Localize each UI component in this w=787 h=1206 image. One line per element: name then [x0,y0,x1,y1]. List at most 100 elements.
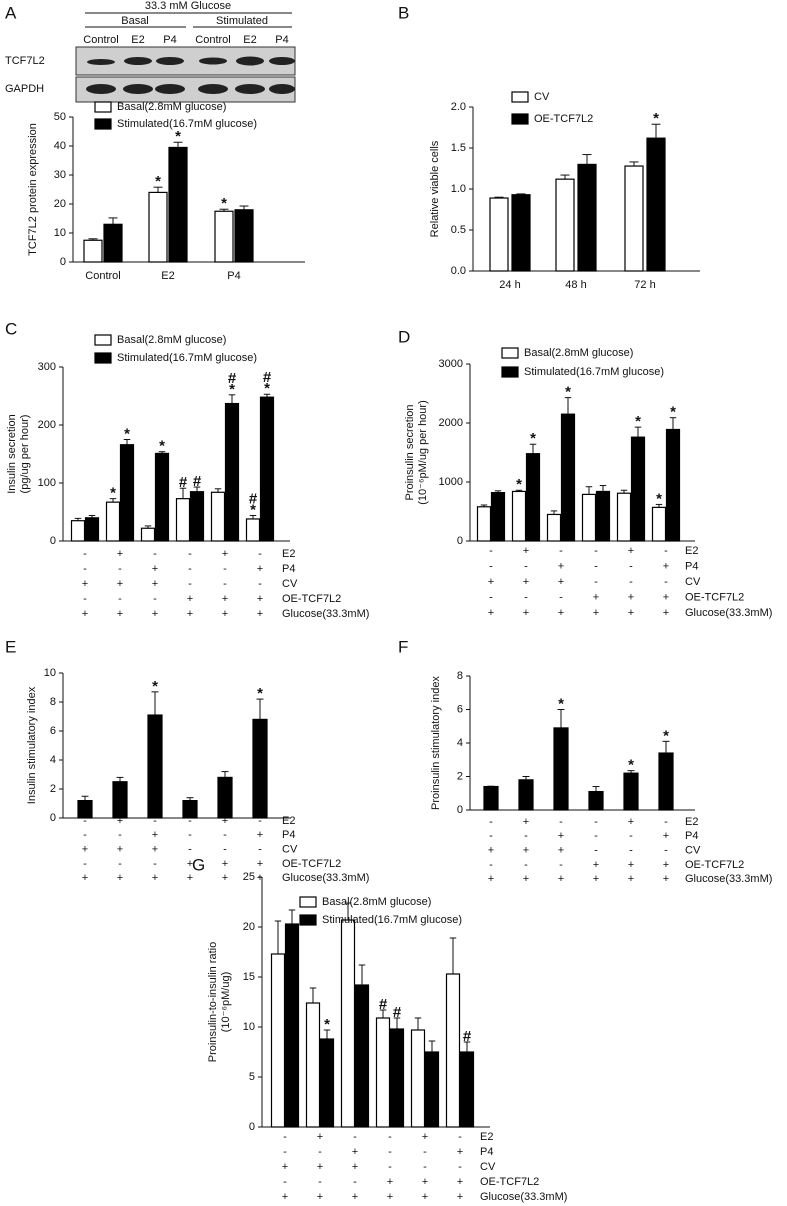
bar [375,1017,391,1128]
condition-mark: - [524,591,528,603]
panel-letter: C [5,319,17,338]
significance-mark: * [530,430,536,447]
condition-mark: - [524,859,528,871]
condition-mark: - [388,1161,392,1173]
y-axis-label: Proinsulin-to-insulin ratio [207,942,219,1062]
bar [189,491,205,542]
y-axis-label: Proinsulin stimulatory index [430,676,442,810]
bar [630,436,646,542]
panel-letter: E [5,637,16,656]
condition-label: CV [685,845,701,857]
legend-label: Stimulated(16.7mM glucose) [117,118,257,130]
condition-mark: + [663,873,669,885]
y-tick-label: 100 [38,477,56,489]
condition-mark: + [558,830,564,842]
condition-mark: + [187,858,193,870]
y-tick-label: 0.0 [451,265,466,277]
bar [459,1051,475,1128]
y-tick-label: 0 [457,535,463,547]
y-axis-label: Insulin secretion [6,414,18,494]
y-tick-label: 0.5 [451,224,466,236]
y-tick-label: 1.5 [451,142,466,154]
significance-mark: * [264,380,270,397]
bar [77,799,93,819]
condition-label: E2 [282,815,295,827]
condition-mark: + [663,560,669,572]
bar [546,513,562,542]
condition-mark: + [593,607,599,619]
condition-mark: + [523,576,529,588]
bar [511,194,531,272]
y-tick-label: 10 [243,1021,255,1033]
condition-mark: + [257,593,263,605]
panel-letter: B [398,3,409,22]
blot-bands [86,56,295,94]
condition-mark: + [523,845,529,857]
legend-label: Stimulated(16.7mM glucose) [322,914,462,926]
condition-label: E2 [480,1131,493,1143]
condition-label: P4 [685,560,698,572]
condition-mark: + [523,873,529,885]
condition-mark: - [83,548,87,560]
significance-mark: * [159,438,165,455]
bar [483,785,499,811]
legend-label: Basal(2.8mM glucose) [117,101,226,113]
condition-mark: + [523,816,529,828]
y-tick-label: 8 [50,696,56,708]
y-tick-label: 40 [54,140,66,152]
condition-mark: + [152,578,158,590]
condition-mark: - [524,830,528,842]
condition-mark: + [222,593,228,605]
blot-lane: P4 [163,34,176,46]
bar [665,428,681,542]
condition-mark: - [664,576,668,588]
condition-label: CV [480,1161,496,1173]
significance-mark: * [670,404,676,421]
x-tick-label: 24 h [499,279,520,291]
condition-mark: - [153,548,157,560]
condition-mark: - [188,844,192,856]
condition-mark: + [257,829,263,841]
condition-mark: + [117,872,123,884]
condition-mark: + [558,607,564,619]
condition-mark: - [629,560,633,572]
condition-mark: - [559,816,563,828]
significance-mark: * [221,195,227,212]
y-tick-label: 4 [50,754,56,766]
condition-mark: - [258,844,262,856]
significance-mark: * [124,425,130,442]
significance-mark: # [179,474,188,491]
bar [182,799,198,819]
bar [245,518,261,542]
condition-mark: + [222,872,228,884]
condition-mark: + [663,607,669,619]
condition-mark: - [423,1161,427,1173]
y-tick-label: 20 [243,921,255,933]
y-tick-label: 2 [50,783,56,795]
y-tick-label: 20 [54,198,66,210]
condition-mark: - [629,830,633,842]
bar [354,984,370,1128]
condition-mark: - [594,830,598,842]
condition-label: P4 [480,1146,493,1158]
western-blot: 33.3 mM Glucose Basal Stimulated Control… [5,0,296,103]
bar [84,517,100,542]
significance-mark: * [152,678,158,695]
significance-mark: * [558,695,564,712]
condition-mark: + [317,1131,323,1143]
condition-label: OE-TCF7L2 [685,591,744,603]
condition-mark: - [594,545,598,557]
y-tick-label: 10 [54,227,66,239]
condition-label: OE-TCF7L2 [282,593,341,605]
condition-mark: + [628,545,634,557]
condition-mark: + [317,1161,323,1173]
condition-mark: + [152,872,158,884]
significance-mark: * [257,685,263,702]
condition-mark: + [422,1191,428,1203]
condition-mark: - [388,1146,392,1158]
bar [234,209,254,263]
condition-mark: - [188,829,192,841]
y-tick-label: 2.0 [451,101,466,113]
condition-mark: - [353,1131,357,1143]
legend-label: Basal(2.8mM glucose) [322,896,431,908]
